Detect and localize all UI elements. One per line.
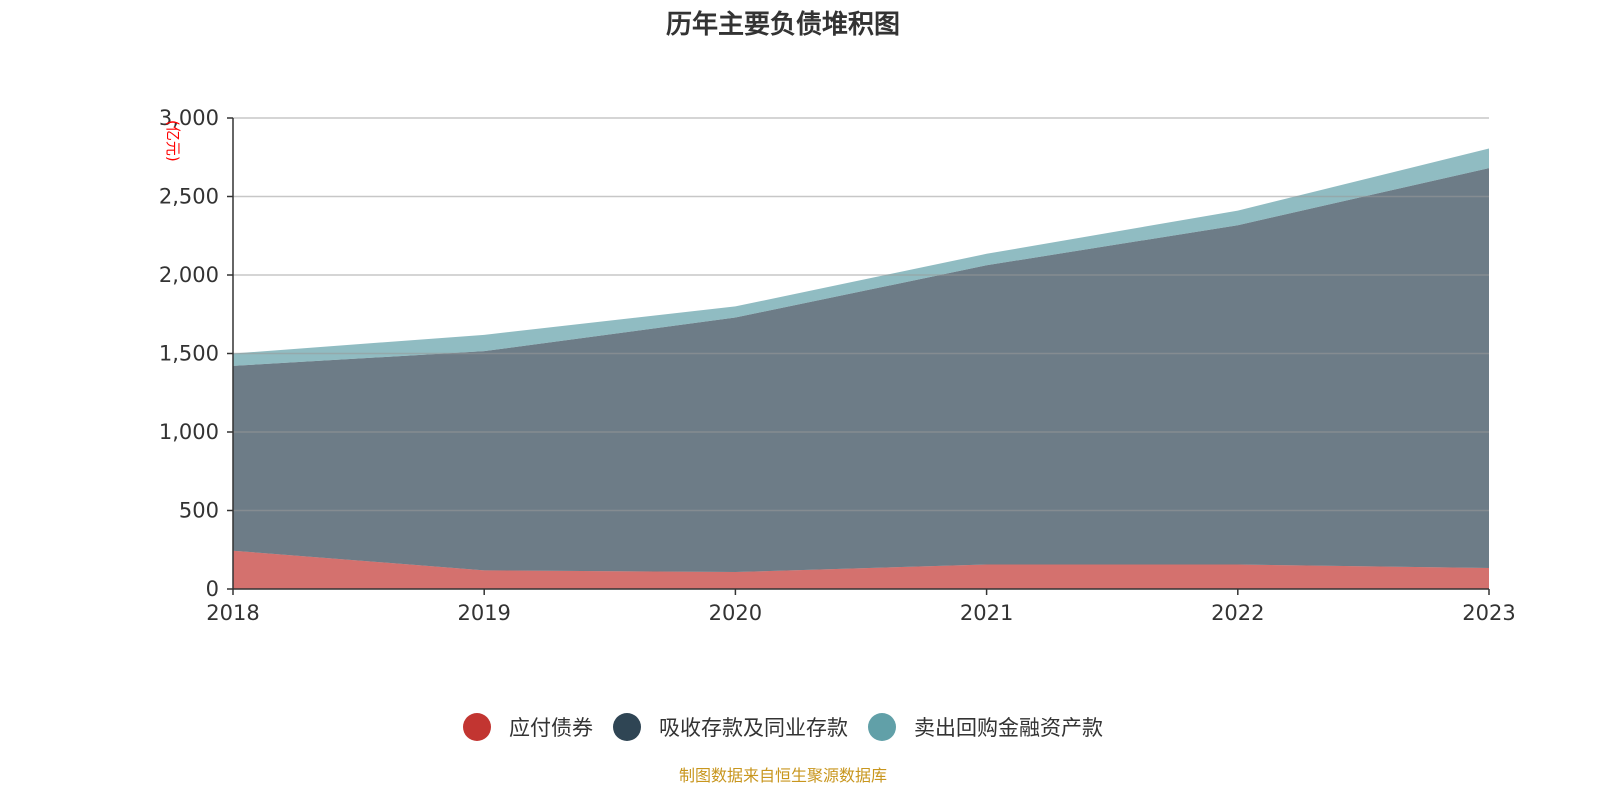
legend: 应付债券 吸收存款及同业存款 卖出回购金融资产款 bbox=[0, 712, 1566, 742]
stacked-area-chart: 0 500 1,000 1,500 2,000 2,500 3,000 2018 2019 202… bbox=[159, 106, 1516, 625]
x-tick-label: 2023 bbox=[1462, 601, 1515, 625]
y-tick-label: 1,500 bbox=[159, 342, 219, 366]
y-axis-label: (亿元) bbox=[164, 120, 182, 162]
legend-item-0[interactable]: 应付债券 bbox=[463, 712, 593, 742]
legend-marker-icon bbox=[613, 713, 641, 741]
chart-title: 历年主要负债堆积图 bbox=[665, 10, 900, 40]
legend-label: 应付债券 bbox=[509, 716, 593, 740]
x-tick-label: 2020 bbox=[709, 601, 762, 625]
y-tick-label: 2,000 bbox=[159, 263, 219, 287]
legend-label: 吸收存款及同业存款 bbox=[659, 716, 848, 740]
x-tick-label: 2019 bbox=[457, 601, 510, 625]
y-tick-label: 1,000 bbox=[159, 420, 219, 444]
legend-label: 卖出回购金融资产款 bbox=[914, 716, 1103, 740]
legend-marker-icon bbox=[463, 713, 491, 741]
source-footer: 制图数据来自恒生聚源数据库 bbox=[678, 766, 887, 785]
y-tick-label: 500 bbox=[179, 499, 219, 523]
area-series-1 bbox=[233, 168, 1489, 573]
legend-item-1[interactable]: 吸收存款及同业存款 bbox=[613, 712, 848, 742]
legend-marker-icon bbox=[868, 713, 896, 741]
y-tick-label: 3,000 bbox=[159, 106, 219, 130]
x-tick-label: 2018 bbox=[206, 601, 259, 625]
area-series-2 bbox=[233, 148, 1489, 366]
y-tick-label: 0 bbox=[206, 577, 219, 601]
x-tick-label: 2022 bbox=[1211, 601, 1264, 625]
y-tick-label: 2,500 bbox=[159, 185, 219, 209]
legend-item-2[interactable]: 卖出回购金融资产款 bbox=[868, 712, 1103, 742]
area-series-0 bbox=[233, 550, 1489, 589]
x-tick-label: 2021 bbox=[960, 601, 1013, 625]
